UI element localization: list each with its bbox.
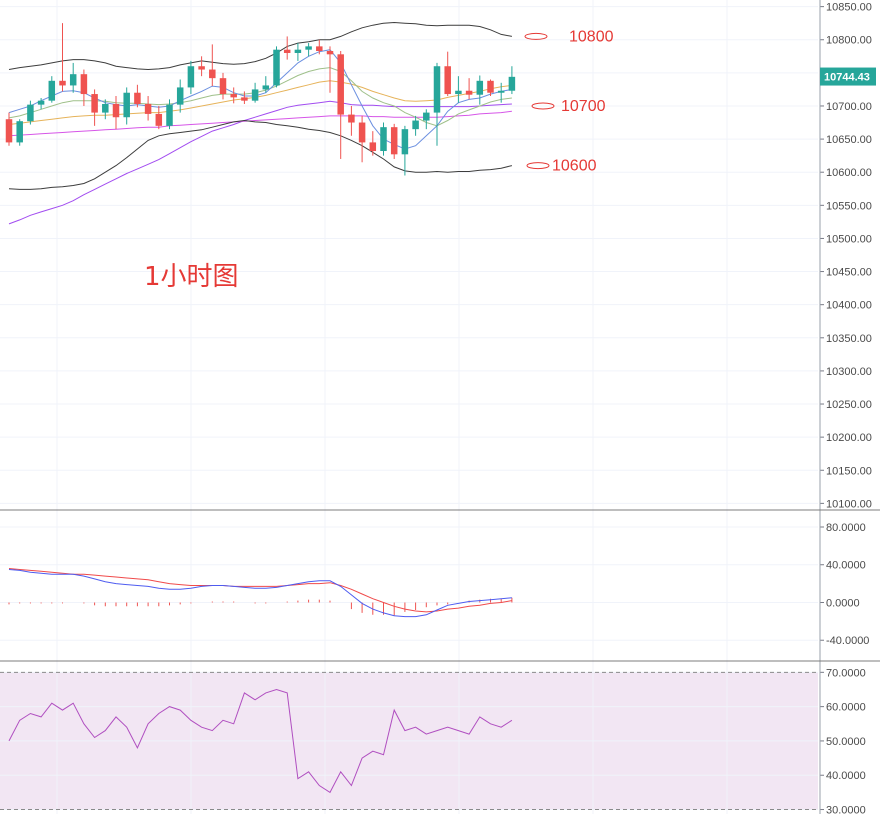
candle-body [69, 74, 77, 86]
candle-body [80, 74, 88, 95]
price-tick-label: 10500.00 [826, 233, 872, 245]
annotation-label: 10700 [561, 98, 606, 115]
candle-body [455, 90, 462, 95]
candle-body [390, 127, 398, 155]
price-tick-label: 10350.00 [826, 333, 872, 345]
rsi-tick-label: 50.0000 [826, 736, 866, 748]
candle-body [423, 112, 430, 121]
candle-body [230, 94, 237, 98]
rsi-pane[interactable] [0, 661, 818, 814]
price-pane[interactable] [0, 0, 818, 510]
chart-title: 1小时图 [144, 262, 239, 292]
annotation-label: 10800 [569, 28, 614, 45]
price-tick-label: 10450.00 [826, 267, 872, 279]
candle-body [465, 90, 473, 95]
annotation-label: 10600 [552, 158, 597, 175]
candle-body [91, 94, 98, 113]
annotation-marker [526, 162, 550, 170]
macd-tick-label: -40.0000 [826, 635, 869, 647]
annotations-layer: 10800 10700 10600 1小时图 [144, 28, 614, 292]
candle-body [102, 103, 109, 113]
rsi-tick-label: 40.0000 [826, 770, 866, 782]
candle-body [369, 142, 377, 152]
candle-body [487, 80, 494, 93]
candle-body [412, 120, 419, 130]
price-tick-label: 10400.00 [826, 300, 872, 312]
candle-body [348, 114, 355, 123]
price-tick-label: 10800.00 [826, 35, 872, 47]
candle-body [166, 104, 173, 126]
candle-body [433, 66, 441, 113]
candle-body [37, 100, 45, 105]
candle-body [497, 90, 505, 93]
price-tick-label: 10250.00 [826, 399, 872, 411]
candle-body [144, 103, 152, 114]
candle-body [187, 66, 195, 88]
candle-body [59, 80, 66, 86]
rsi-tick-label: 70.0000 [826, 667, 866, 679]
ma-magenta-line [8, 110, 512, 137]
candle-body [241, 97, 248, 101]
annotation-marker [531, 102, 555, 110]
price-tick-label: 10700.00 [826, 101, 872, 113]
candle-body [337, 54, 344, 115]
last-price-label: 10744.43 [824, 72, 870, 84]
candle-body [294, 49, 302, 53]
candle-body [316, 46, 323, 51]
price-tick-label: 10100.00 [826, 498, 872, 510]
rsi-line [8, 688, 513, 794]
candle-body [155, 113, 163, 126]
annotation-marker [524, 32, 548, 40]
candle-body [262, 85, 270, 90]
rsi-tick-label: 30.0000 [826, 805, 866, 814]
candle-body [380, 127, 387, 152]
candle-body [5, 119, 13, 143]
macd-signal-line [8, 568, 512, 613]
price-tick-label: 10550.00 [826, 200, 872, 212]
bollinger-upper-line [8, 21, 512, 71]
price-tick-label: 10200.00 [826, 432, 872, 444]
ma-orange-line [8, 80, 512, 125]
candle-body [326, 51, 334, 55]
candle-body [358, 122, 366, 143]
bollinger-lower-line [8, 119, 513, 190]
macd-tick-label: 0.0000 [826, 597, 860, 609]
candle-body [209, 69, 216, 79]
rsi-tick-label: 60.0000 [826, 702, 866, 714]
candle-body [112, 103, 120, 118]
candle-body [273, 49, 280, 86]
candle-body [444, 66, 451, 95]
macd-line [8, 569, 512, 618]
candle-body [401, 129, 409, 155]
candle-body [476, 80, 484, 95]
candle-body [198, 66, 205, 70]
candle-body [251, 89, 259, 101]
price-tick-label: 10150.00 [826, 465, 872, 477]
candle-body [16, 121, 23, 143]
macd-tick-label: 40.0000 [826, 560, 866, 572]
price-tick-label: 10650.00 [826, 134, 872, 146]
candle-body [219, 78, 227, 95]
ma-violet-line [8, 100, 512, 225]
candle-body [27, 104, 34, 122]
price-tick-label: 10300.00 [826, 366, 872, 378]
candle-body [123, 92, 130, 118]
macd-pane[interactable] [0, 510, 818, 661]
candle-body [283, 49, 291, 53]
last-price-tag [820, 67, 876, 86]
candle-body [305, 46, 312, 50]
candle-body [134, 92, 141, 104]
macd-tick-label: 80.0000 [826, 522, 866, 534]
candle-body [508, 76, 516, 91]
candle-body [48, 80, 56, 101]
candle-body [176, 87, 184, 105]
price-tick-label: 10850.00 [826, 2, 872, 14]
price-tick-label: 10600.00 [826, 167, 872, 179]
